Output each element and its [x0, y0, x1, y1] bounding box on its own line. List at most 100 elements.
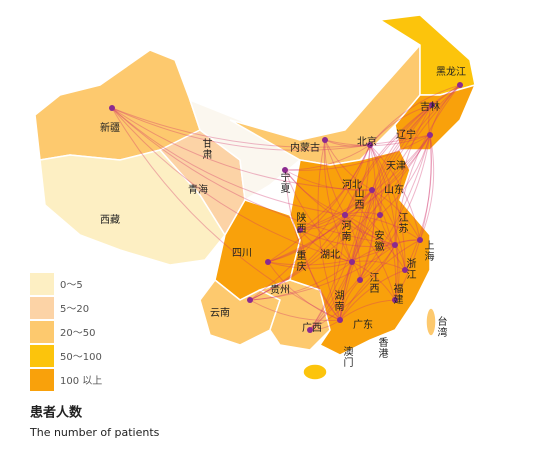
flow-line: [339, 299, 396, 321]
flow-line: [111, 107, 346, 216]
flow-line: [339, 84, 461, 321]
legend-subtitle: The number of patients: [29, 426, 160, 439]
flow-line: [359, 189, 375, 281]
flow-line: [339, 269, 406, 321]
flow-line: [369, 84, 461, 146]
flow-line: [394, 134, 432, 301]
flow-line: [371, 189, 406, 271]
flow-line: [267, 261, 353, 269]
province-label: 陕西: [294, 211, 306, 234]
city-dot: [427, 132, 433, 138]
city-dot: [457, 82, 463, 88]
city-dot: [297, 227, 303, 233]
flow-line: [394, 84, 461, 246]
flow-line: [299, 229, 396, 248]
flow-line: [249, 299, 341, 321]
flow-line: [369, 144, 421, 241]
flow-line: [339, 279, 361, 321]
flow-line: [344, 189, 373, 216]
flow-line: [249, 244, 396, 301]
legend-label: 0～5: [60, 280, 83, 291]
flow-line: [249, 261, 353, 301]
flow-line: [333, 214, 346, 321]
province-labels: 新疆 西藏 青海 甘肃 宁夏 内蒙古 黑龙江 吉林 辽宁 北京 天津 河北 山西…: [100, 65, 466, 368]
flow-line: [344, 211, 381, 216]
flow-line: [359, 244, 396, 281]
flow-line: [369, 144, 382, 216]
flow-line: [299, 189, 373, 231]
province-label: 西藏: [100, 214, 120, 226]
flow-line: [371, 189, 397, 301]
flow-lines: [109, 82, 463, 333]
province-label: 山西: [352, 188, 364, 210]
flow-line: [344, 84, 461, 216]
province-label: 福建: [391, 282, 403, 305]
flow-line: [344, 104, 433, 216]
province-label: 河北: [342, 179, 362, 191]
city-dot: [357, 277, 363, 283]
flow-line: [379, 134, 431, 216]
flow-line: [344, 214, 396, 301]
legend-swatch: [30, 297, 54, 319]
city-dot: [369, 187, 375, 193]
province-label: 甘肃: [200, 137, 212, 160]
flow-line: [419, 134, 435, 241]
city-dot: [392, 242, 398, 248]
regions: [34, 14, 477, 381]
flow-line: [323, 139, 353, 263]
province-label: 青海: [188, 183, 208, 196]
flow-line: [344, 214, 406, 271]
city-dot: [349, 259, 355, 265]
flow-line: [359, 134, 431, 281]
flow-line: [111, 107, 373, 191]
flow-line: [299, 229, 353, 263]
flow-line: [309, 144, 371, 331]
flow-line: [267, 214, 346, 263]
region: [394, 83, 477, 151]
flow-line: [324, 134, 431, 147]
province-label: 湖北: [320, 249, 340, 261]
province-label: 云南: [210, 306, 230, 319]
city-dot: [429, 102, 435, 108]
legend-label: 50～100: [60, 352, 102, 363]
flow-line: [284, 134, 431, 171]
province-label: 内蒙古: [290, 141, 320, 154]
flow-line: [299, 229, 341, 321]
flow-line: [324, 139, 371, 147]
flow-line: [284, 169, 373, 191]
flow-line: [284, 144, 371, 171]
flow-line: [284, 169, 346, 216]
flow-line: [344, 214, 421, 241]
province-label: 四川: [232, 248, 252, 259]
city-dot: [109, 105, 115, 111]
province-label: 新疆: [100, 121, 120, 134]
flow-line: [369, 104, 433, 146]
flow-line: [351, 84, 461, 263]
flow-line: [249, 134, 431, 301]
flow-line: [339, 239, 421, 321]
region: [302, 363, 328, 381]
region: [39, 149, 226, 266]
legend-title: 患者人数: [30, 405, 83, 421]
legend-swatch: [30, 369, 54, 391]
city-dot: [342, 212, 348, 218]
province-label: 辽宁: [396, 128, 416, 141]
province-label: 黑龙江: [436, 65, 466, 78]
region: [289, 149, 431, 356]
legend-label: 5～20: [60, 304, 89, 315]
legend-label: 20～50: [60, 328, 95, 339]
flow-line: [429, 84, 461, 136]
flow-line: [249, 214, 346, 301]
flow-line: [351, 214, 381, 263]
city-dot: [337, 317, 343, 323]
flow-line: [344, 134, 431, 216]
flow-line: [324, 139, 346, 216]
flow-line: [351, 104, 433, 263]
province-label: 重庆: [294, 249, 306, 272]
region: [425, 307, 437, 337]
city-dot: [367, 142, 373, 148]
flow-line: [339, 104, 433, 321]
legend-swatch: [30, 321, 54, 343]
province-label: 贵州: [270, 283, 290, 296]
